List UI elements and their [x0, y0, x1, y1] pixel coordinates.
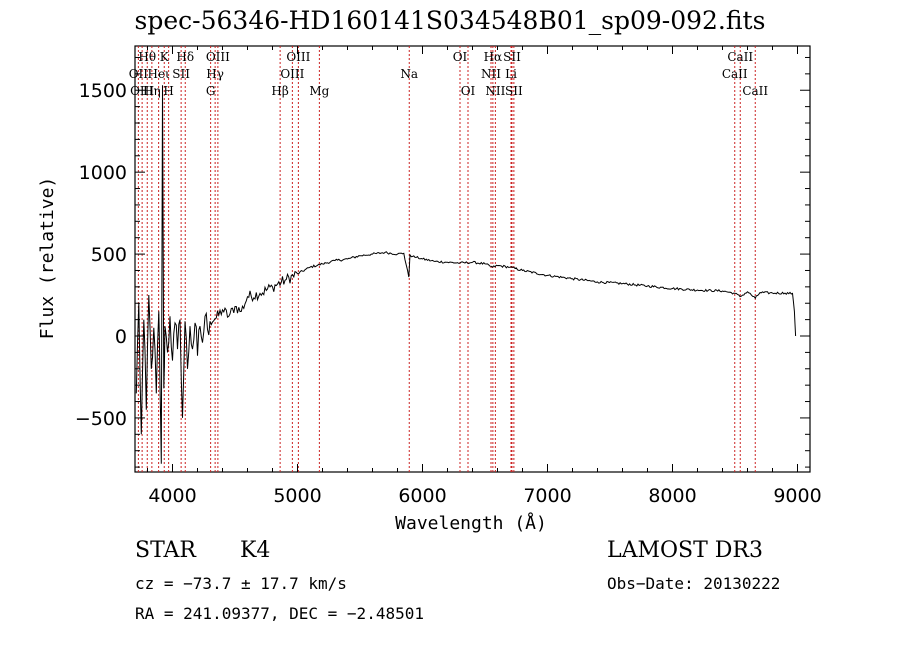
emission-line-label: OIII	[130, 84, 154, 98]
y-tick-label: −500	[75, 408, 127, 430]
emission-line-label: Na	[400, 67, 418, 81]
emission-line-label: Hδ	[176, 50, 194, 64]
survey-name: LAMOST DR3	[607, 538, 763, 563]
x-tick-label: 6000	[398, 485, 446, 507]
x-tick-label: 8000	[648, 485, 696, 507]
emission-line-label: OI	[461, 84, 476, 98]
emission-line-label: SII	[172, 67, 190, 81]
y-tick-label: 0	[115, 326, 127, 348]
spectral-subclass: K4	[240, 538, 271, 563]
emission-line-label: Heι	[147, 67, 170, 81]
y-tick-label: 1000	[79, 162, 127, 184]
emission-line-label: SII	[503, 50, 521, 64]
emission-line-label: NII	[481, 67, 501, 81]
emission-line-label: Hα	[484, 50, 503, 64]
emission-line-label: SII	[505, 84, 523, 98]
observation-date: Obs−Date: 20130222	[607, 574, 781, 593]
emission-line-label: CaII	[727, 50, 753, 64]
object-type: STAR	[135, 538, 196, 563]
redshift-cz: cz = −73.7 ± 17.7 km/s	[135, 574, 347, 593]
emission-line-label: Hη	[143, 84, 161, 98]
y-axis-label: Flux (relative)	[37, 177, 58, 340]
emission-line-label: H	[163, 84, 173, 98]
emission-line-label: CaII	[742, 84, 768, 98]
x-tick-label: 4000	[148, 485, 196, 507]
x-tick-label: 5000	[273, 485, 321, 507]
emission-line-label: NII	[485, 84, 505, 98]
emission-line-label: OIII	[286, 50, 310, 64]
y-tick-label: 500	[91, 244, 127, 266]
spectrum-series-line	[135, 85, 797, 464]
emission-line-label: Hγ	[206, 67, 224, 81]
emission-line-label: OI	[453, 50, 468, 64]
chart-title: spec-56346-HD160141S034548B01_sp09-092.f…	[134, 6, 766, 35]
plot-frame	[134, 45, 811, 473]
x-tick-label: 7000	[523, 485, 571, 507]
y-tick-label: 1500	[79, 80, 127, 102]
emission-line-label: Mg	[309, 84, 329, 98]
emission-line-label: OIII	[280, 67, 304, 81]
emission-line-label: Li	[505, 67, 517, 81]
x-tick-label: 9000	[773, 485, 821, 507]
emission-line-label: Hβ	[271, 84, 288, 98]
emission-line-label: Hθ	[138, 50, 156, 64]
x-axis-label: Wavelength (Å)	[395, 512, 547, 534]
emission-line-label: CaII	[722, 67, 748, 81]
emission-line-label: K	[160, 50, 170, 64]
emission-line-label: G	[206, 84, 216, 98]
emission-line-label: OIII	[206, 50, 230, 64]
coordinates: RA = 241.09377, DEC = −2.48501	[135, 604, 424, 623]
